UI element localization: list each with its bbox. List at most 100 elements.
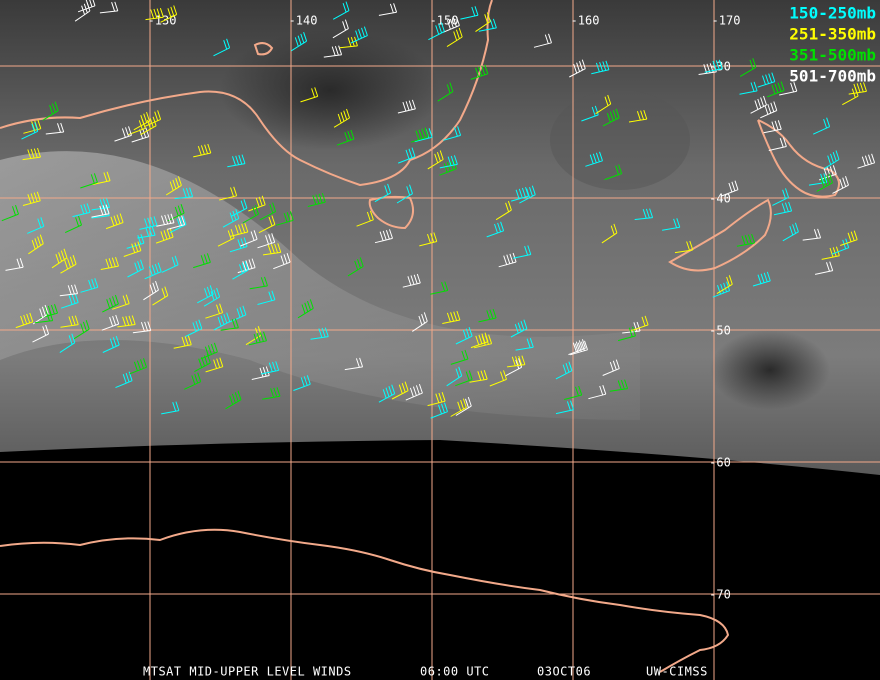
wind-barb — [716, 275, 733, 295]
wind-barb — [750, 95, 767, 114]
wind-barb — [184, 372, 202, 390]
wind-barb — [374, 183, 392, 203]
wind-barb — [59, 284, 79, 297]
wind-barb — [569, 59, 586, 78]
wind-barb — [205, 303, 224, 319]
wind-barb — [779, 82, 798, 96]
wind-barb — [217, 228, 235, 247]
wind-barb — [117, 315, 136, 328]
wind-barb — [60, 293, 79, 309]
wind-barb — [197, 285, 214, 304]
wind-barb — [430, 281, 449, 295]
wind-barb — [602, 108, 620, 127]
wind-barb — [80, 278, 99, 293]
legend-entry: 251-350mb — [789, 25, 876, 44]
wind-barb — [200, 342, 218, 360]
wind-barb — [760, 101, 778, 119]
coastlines — [0, 0, 840, 673]
wind-barb — [419, 232, 438, 247]
wind-barb — [155, 228, 174, 244]
wind-barb — [219, 186, 238, 201]
wind-barb — [248, 331, 267, 346]
wind-barb — [767, 81, 785, 98]
longitude-label: -160 — [571, 14, 600, 28]
wind-barb — [816, 173, 833, 192]
wind-barb — [152, 286, 169, 306]
wind-barb — [127, 259, 144, 278]
wind-barb — [105, 213, 124, 230]
wind-barb — [310, 327, 329, 340]
wind-barb — [568, 339, 586, 356]
wind-barb — [455, 396, 472, 416]
wind-barb — [242, 205, 259, 224]
longitude-label: -150 — [430, 14, 459, 28]
wind-barb — [455, 370, 473, 387]
wind-barb — [768, 137, 787, 151]
wind-barb — [808, 173, 828, 186]
wind-barb — [1, 204, 19, 222]
wind-barb — [222, 209, 240, 228]
wind-barb — [28, 234, 44, 255]
longitude-label: -140 — [289, 14, 318, 28]
wind-barb — [773, 201, 793, 216]
wind-barb — [832, 176, 849, 194]
coast-australia — [0, 0, 493, 187]
wind-barb — [15, 312, 34, 329]
wind-barb — [410, 127, 429, 143]
wind-barb — [72, 203, 91, 218]
wind-barb — [602, 359, 620, 376]
wind-barb — [92, 171, 111, 185]
wind-barb — [402, 273, 421, 288]
wind-barb — [232, 261, 249, 280]
wind-barb — [450, 398, 467, 417]
wind-barb — [129, 358, 147, 375]
wind-barb — [812, 117, 831, 135]
wind-barb — [230, 199, 248, 217]
wind-barb — [73, 320, 90, 340]
wind-barb — [510, 319, 528, 338]
wind-barb — [412, 312, 428, 332]
wind-barb — [555, 400, 574, 415]
wind-barb — [102, 294, 119, 313]
wind-barb — [533, 33, 552, 48]
wind-barb — [32, 324, 50, 343]
wind-barb — [674, 240, 694, 254]
wind-barb — [260, 361, 280, 375]
wind-barb — [398, 147, 416, 164]
coast-new-zealand-south — [668, 198, 772, 272]
wind-barb — [450, 349, 469, 365]
wind-barb — [240, 230, 258, 247]
wind-barb — [194, 353, 211, 373]
wind-barbs — [1, 0, 876, 419]
coast-new-zealand-north — [757, 119, 840, 198]
wind-barb — [397, 99, 416, 114]
wind-barb — [511, 186, 529, 202]
wind-barb — [213, 312, 231, 331]
wind-barb — [34, 311, 54, 324]
wind-barb — [475, 12, 491, 33]
wind-barb — [336, 129, 355, 146]
wind-barb — [617, 326, 636, 342]
footer-text: UW-CIMSS — [646, 665, 708, 679]
wind-barb — [307, 192, 326, 207]
wind-barb — [356, 210, 374, 227]
wind-barb — [739, 81, 758, 95]
wind-barb — [40, 304, 58, 319]
wind-barb — [446, 366, 463, 387]
wind-barb — [133, 111, 150, 131]
wind-barb — [601, 223, 618, 244]
wind-barb — [443, 126, 462, 141]
wind-barb — [396, 184, 413, 204]
wind-barb — [291, 32, 308, 52]
wind-barb — [99, 1, 119, 14]
wind-barb — [588, 385, 607, 400]
wind-barb — [229, 305, 247, 323]
wind-barb — [581, 105, 599, 122]
wind-barb — [772, 188, 789, 206]
wind-barb — [802, 228, 822, 241]
wind-barb — [173, 335, 192, 349]
wind-barb — [167, 215, 186, 230]
wind-barb — [763, 120, 782, 134]
wind-barb — [251, 366, 270, 380]
